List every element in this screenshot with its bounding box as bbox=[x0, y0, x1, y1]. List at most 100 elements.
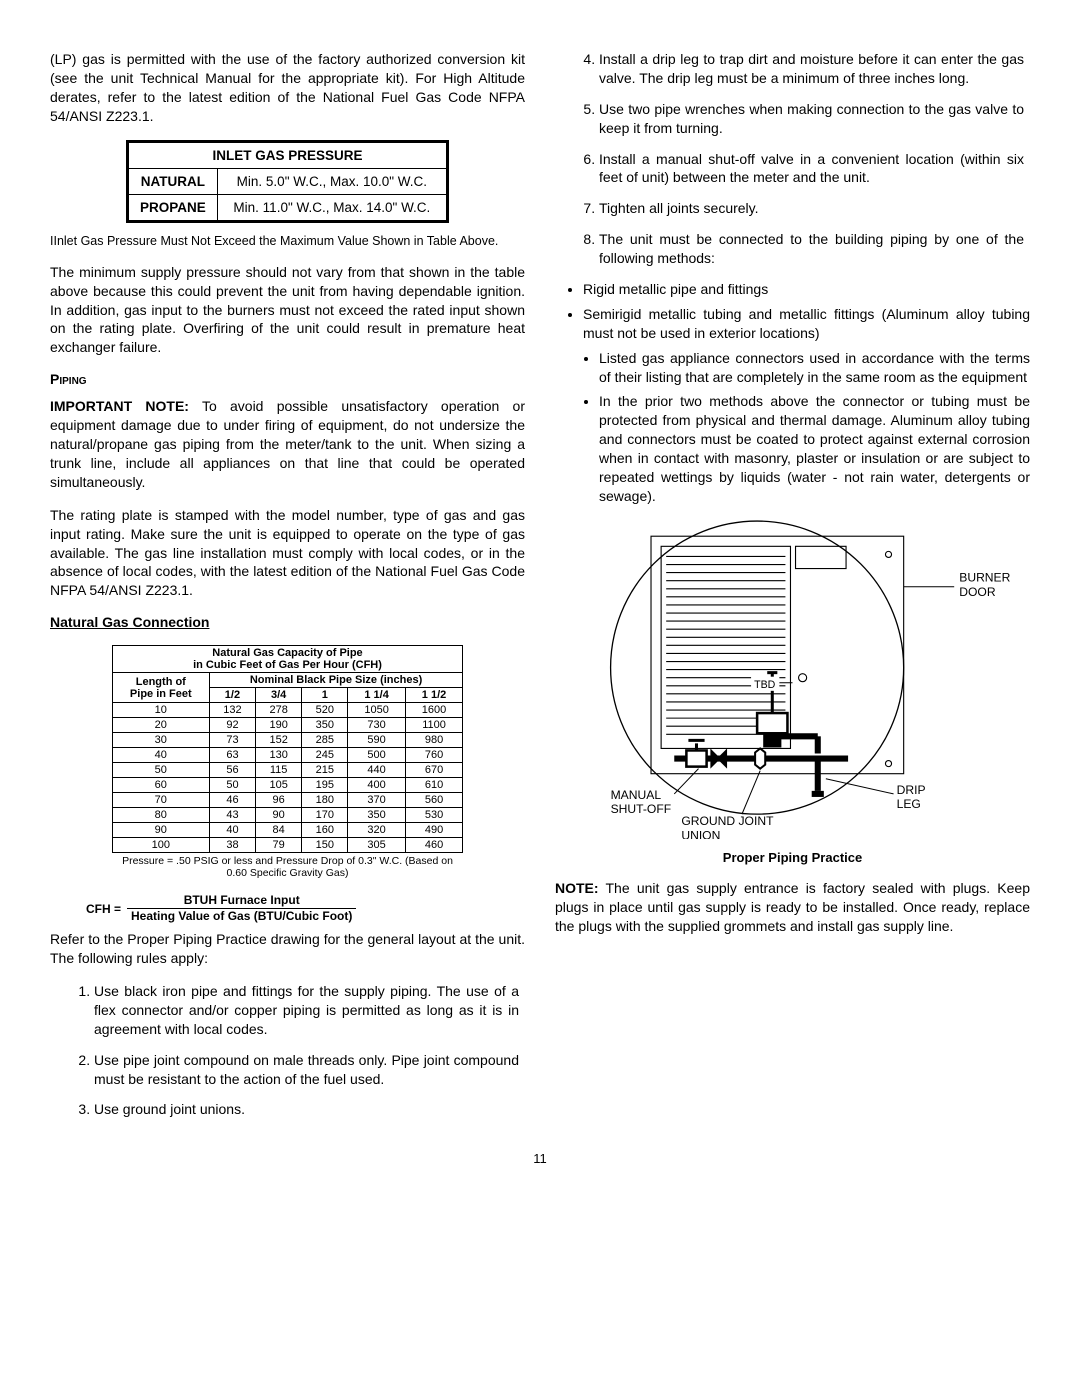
svg-text:DRIP: DRIP bbox=[897, 783, 926, 797]
important-note-label: IMPORTANT NOTE: bbox=[50, 398, 189, 414]
piping-heading: Piping bbox=[50, 371, 525, 387]
cap-cell: 305 bbox=[348, 838, 405, 853]
rule-item: Install a manual shut-off valve in a con… bbox=[599, 150, 1030, 188]
cap-size-col: 1 1/2 bbox=[405, 688, 462, 703]
cap-cell: 560 bbox=[405, 793, 462, 808]
cap-cell: 400 bbox=[348, 778, 405, 793]
diagram-svg: BURNER DOOR TBD TBD MANUAL SHUT-OFF GROU… bbox=[555, 516, 1030, 839]
rule-item: Use ground joint unions. bbox=[94, 1100, 525, 1119]
cap-cell: 56 bbox=[209, 763, 255, 778]
cap-cell: 278 bbox=[256, 703, 302, 718]
cap-cell: 40 bbox=[112, 748, 209, 763]
rule-item: Use pipe joint compound on male threads … bbox=[94, 1051, 525, 1089]
pressure-header: INLET GAS PRESSURE bbox=[128, 141, 448, 168]
cap-cell: 180 bbox=[302, 793, 348, 808]
svg-text:UNION: UNION bbox=[681, 828, 720, 839]
cap-cell: 460 bbox=[405, 838, 462, 853]
rules-list-right: Install a drip leg to trap dirt and mois… bbox=[555, 50, 1030, 268]
pressure-cell: Min. 11.0" W.C., Max. 14.0" W.C. bbox=[217, 194, 447, 221]
cap-cell: 100 bbox=[112, 838, 209, 853]
cap-cell: 195 bbox=[302, 778, 348, 793]
bullet-item: Listed gas appliance connectors used in … bbox=[599, 349, 1030, 387]
svg-text:MANUAL: MANUAL bbox=[611, 788, 662, 802]
cap-cell: 730 bbox=[348, 718, 405, 733]
pressure-cell: PROPANE bbox=[128, 194, 218, 221]
piping-diagram: BURNER DOOR TBD TBD MANUAL SHUT-OFF GROU… bbox=[555, 516, 1030, 842]
cap-title: Natural Gas Capacity of Pipe in Cubic Fe… bbox=[112, 646, 463, 673]
cap-cell: 320 bbox=[348, 823, 405, 838]
inlet-pressure-table: INLET GAS PRESSURE NATURAL Min. 5.0" W.C… bbox=[126, 140, 449, 223]
cap-cell: 38 bbox=[209, 838, 255, 853]
svg-text:LEG: LEG bbox=[897, 797, 921, 811]
svg-text:SHUT-OFF: SHUT-OFF bbox=[611, 802, 672, 816]
note-text: The unit gas supply entrance is factory … bbox=[555, 880, 1030, 934]
rule-item: Install a drip leg to trap dirt and mois… bbox=[599, 50, 1030, 88]
capacity-table: Natural Gas Capacity of Pipe in Cubic Fe… bbox=[112, 645, 464, 853]
cap-cell: 245 bbox=[302, 748, 348, 763]
cap-cell: 63 bbox=[209, 748, 255, 763]
label-burner: BURNER bbox=[959, 571, 1010, 585]
rules-list-left: Use black iron pipe and fittings for the… bbox=[50, 982, 525, 1119]
rule-item: Tighten all joints securely. bbox=[599, 199, 1030, 218]
cap-cell: 10 bbox=[112, 703, 209, 718]
cap-cell: 160 bbox=[302, 823, 348, 838]
cap-cell: 60 bbox=[112, 778, 209, 793]
cap-cell: 20 bbox=[112, 718, 209, 733]
cap-cell: 1600 bbox=[405, 703, 462, 718]
cap-cell: 215 bbox=[302, 763, 348, 778]
pressure-cell: NATURAL bbox=[128, 168, 218, 194]
svg-text:TBD: TBD bbox=[754, 679, 776, 691]
rule-item: The unit must be connected to the buildi… bbox=[599, 230, 1030, 268]
cap-cell: 150 bbox=[302, 838, 348, 853]
cap-cell: 40 bbox=[209, 823, 255, 838]
cap-cell: 1100 bbox=[405, 718, 462, 733]
cap-size-col: 1 1/4 bbox=[348, 688, 405, 703]
cap-len-hdr: Length of Pipe in Feet bbox=[112, 673, 209, 703]
cfh-denominator: Heating Value of Gas (BTU/Cubic Foot) bbox=[127, 908, 356, 924]
cap-cell: 170 bbox=[302, 808, 348, 823]
cap-cell: 670 bbox=[405, 763, 462, 778]
rule-item: Use two pipe wrenches when making connec… bbox=[599, 100, 1030, 138]
bullet-item: In the prior two methods above the conne… bbox=[599, 392, 1030, 505]
note-para: NOTE: The unit gas supply entrance is fa… bbox=[555, 879, 1030, 936]
cap-cell: 96 bbox=[256, 793, 302, 808]
intro-para: (LP) gas is permitted with the use of th… bbox=[50, 50, 525, 126]
cap-cell: 90 bbox=[256, 808, 302, 823]
cap-cell: 490 bbox=[405, 823, 462, 838]
cap-cell: 50 bbox=[209, 778, 255, 793]
note-label: NOTE: bbox=[555, 880, 599, 896]
cap-size-hdr: Nominal Black Pipe Size (inches) bbox=[209, 673, 462, 688]
cfh-numerator: BTUH Furnace Input bbox=[184, 893, 300, 908]
cap-cell: 610 bbox=[405, 778, 462, 793]
cap-cell: 350 bbox=[302, 718, 348, 733]
min-supply-para: The minimum supply pressure should not v… bbox=[50, 263, 525, 357]
natural-gas-heading: Natural Gas Connection bbox=[50, 614, 209, 630]
cap-cell: 520 bbox=[302, 703, 348, 718]
cap-cell: 46 bbox=[209, 793, 255, 808]
cap-cell: 84 bbox=[256, 823, 302, 838]
cap-cell: 90 bbox=[112, 823, 209, 838]
cap-cell: 73 bbox=[209, 733, 255, 748]
cap-cell: 70 bbox=[112, 793, 209, 808]
cap-cell: 132 bbox=[209, 703, 255, 718]
bullet-item: Rigid metallic pipe and fittings bbox=[583, 280, 1030, 299]
bullet-item: Semirigid metallic tubing and metallic f… bbox=[583, 305, 1030, 343]
cfh-label: CFH = bbox=[86, 902, 121, 916]
cap-size-col: 3/4 bbox=[256, 688, 302, 703]
svg-text:DOOR: DOOR bbox=[959, 585, 996, 599]
cap-cell: 370 bbox=[348, 793, 405, 808]
cap-cell: 590 bbox=[348, 733, 405, 748]
cap-cell: 50 bbox=[112, 763, 209, 778]
cfh-formula: CFH = BTUH Furnace Input Heating Value o… bbox=[86, 893, 525, 924]
refer-para: Refer to the Proper Piping Practice draw… bbox=[50, 930, 525, 968]
cap-cell: 350 bbox=[348, 808, 405, 823]
bullets-level2: Listed gas appliance connectors used in … bbox=[555, 349, 1030, 506]
cap-cell: 760 bbox=[405, 748, 462, 763]
page-number: 11 bbox=[50, 1151, 1030, 1166]
diagram-title: Proper Piping Practice bbox=[555, 850, 1030, 865]
cap-cell: 115 bbox=[256, 763, 302, 778]
cap-cell: 1050 bbox=[348, 703, 405, 718]
cap-size-col: 1/2 bbox=[209, 688, 255, 703]
cap-cell: 43 bbox=[209, 808, 255, 823]
cap-size-col: 1 bbox=[302, 688, 348, 703]
